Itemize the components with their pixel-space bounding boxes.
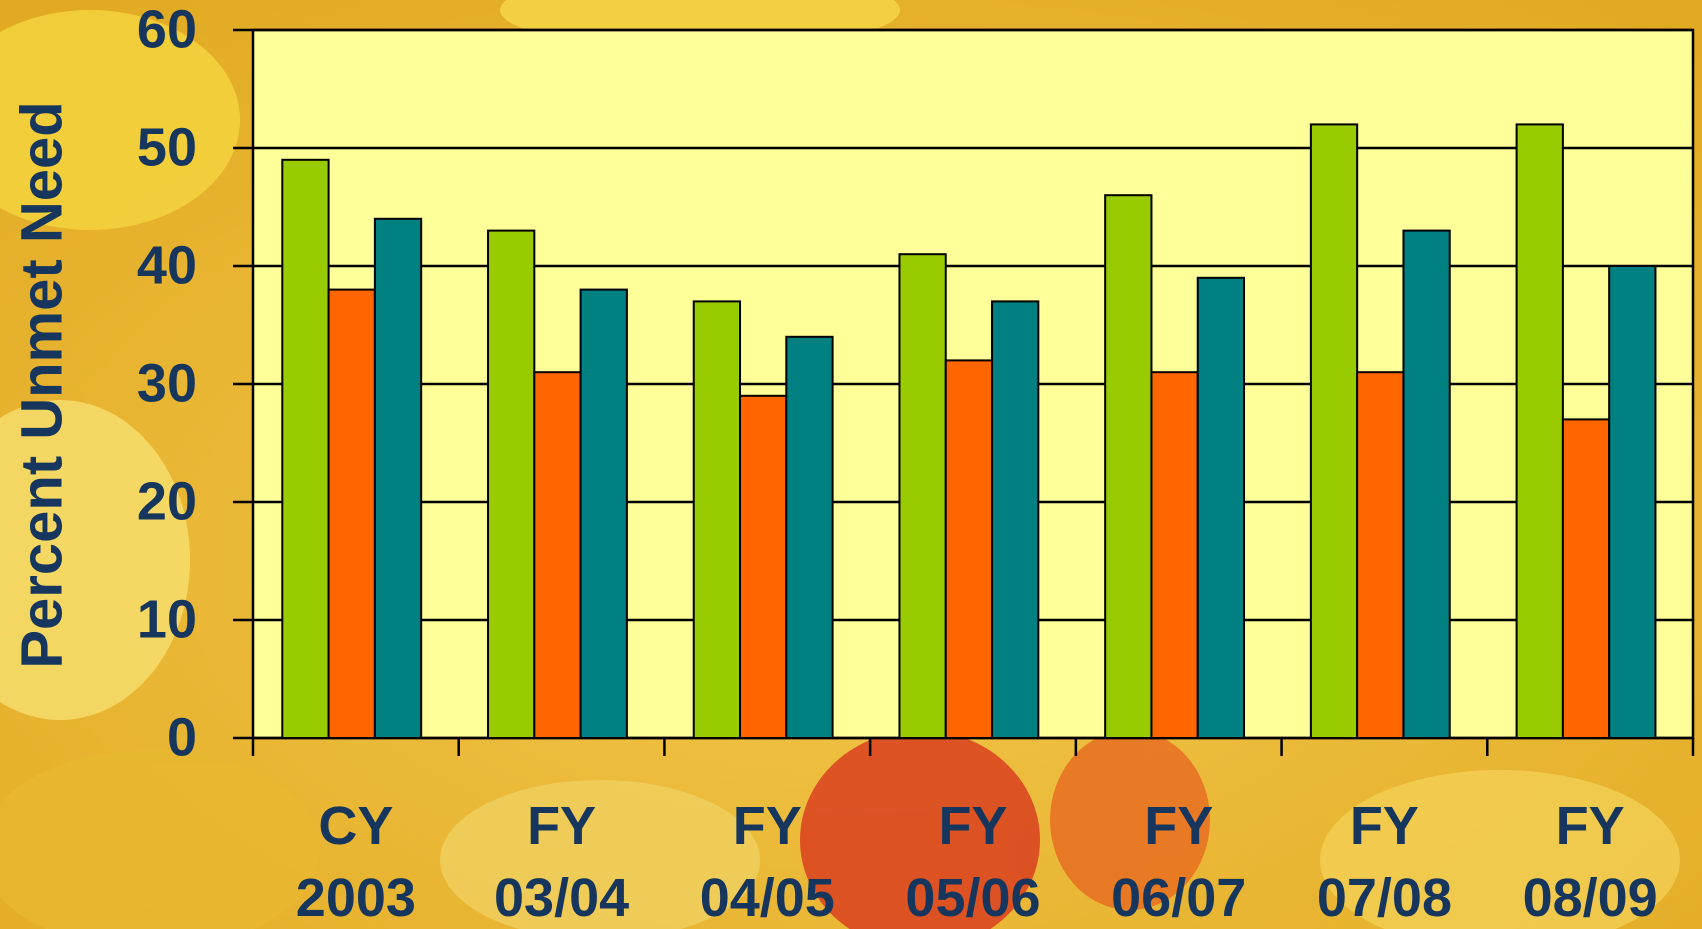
bar bbox=[992, 301, 1038, 738]
x-tick-label-line: 06/07 bbox=[1111, 868, 1246, 928]
y-tick-label: 50 bbox=[137, 117, 197, 177]
x-tick-label-line: FY bbox=[733, 796, 802, 856]
bar bbox=[1517, 124, 1563, 738]
bar bbox=[946, 360, 992, 738]
x-tick-label-line: FY bbox=[1144, 796, 1213, 856]
y-tick-label: 30 bbox=[137, 353, 197, 413]
x-tick-label-line: CY bbox=[318, 796, 393, 856]
x-tick-label-line: 07/08 bbox=[1317, 868, 1452, 928]
bar bbox=[1563, 419, 1609, 738]
bar bbox=[1403, 231, 1449, 738]
y-tick-label: 40 bbox=[137, 235, 197, 295]
bar bbox=[375, 219, 421, 738]
bar bbox=[1311, 124, 1357, 738]
x-tick-label-line: 08/09 bbox=[1523, 868, 1658, 928]
bar bbox=[282, 160, 328, 738]
bar bbox=[534, 372, 580, 738]
x-tick-label-line: FY bbox=[1556, 796, 1625, 856]
y-tick-label: 20 bbox=[137, 471, 197, 531]
chart: Percent Unmet Need 0 10 20 30 40 50 60 CY 2003 FY… bbox=[0, 0, 1702, 929]
y-tick-label: 10 bbox=[137, 589, 197, 649]
x-tick-label-line: 04/05 bbox=[700, 868, 835, 928]
bar bbox=[694, 301, 740, 738]
bar bbox=[740, 396, 786, 738]
x-tick-label-line: 05/06 bbox=[905, 868, 1040, 928]
x-tick-label-line: FY bbox=[938, 796, 1007, 856]
bar bbox=[1105, 195, 1151, 738]
y-axis-label: Percent Unmet Need bbox=[9, 101, 74, 668]
x-tick-label-line: 03/04 bbox=[494, 868, 629, 928]
bar bbox=[1609, 266, 1655, 738]
x-tick-label-line: 2003 bbox=[296, 868, 416, 928]
bar bbox=[1151, 372, 1197, 738]
bar bbox=[1357, 372, 1403, 738]
bar bbox=[786, 337, 832, 738]
x-tick-label-line: FY bbox=[527, 796, 596, 856]
bar bbox=[329, 290, 375, 738]
x-tick-label-line: FY bbox=[1350, 796, 1419, 856]
bar bbox=[581, 290, 627, 738]
y-tick-label: 0 bbox=[167, 707, 197, 767]
bar bbox=[899, 254, 945, 738]
bar bbox=[1198, 278, 1244, 738]
bar bbox=[488, 231, 534, 738]
y-tick-label: 60 bbox=[137, 0, 197, 59]
